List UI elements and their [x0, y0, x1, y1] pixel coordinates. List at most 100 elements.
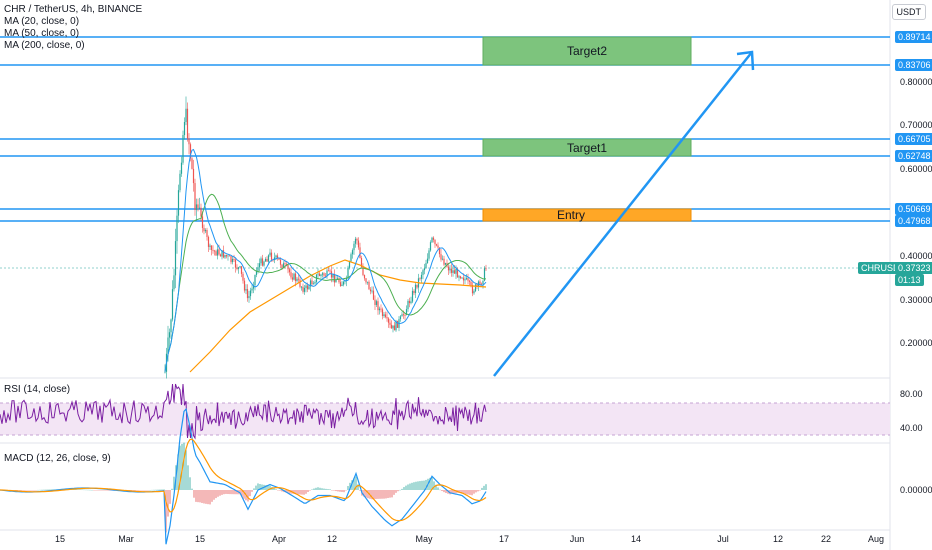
candle-body	[389, 322, 391, 325]
macd-bar	[167, 490, 169, 517]
time-tick: Jun	[569, 534, 585, 544]
price-level-66705[interactable]: 0.66705	[895, 133, 932, 145]
candle-body	[282, 263, 285, 268]
macd-bar	[431, 477, 433, 490]
chart-legend: CHR / TetherUS, 4h, BINANCE MA (20, clos…	[4, 4, 142, 52]
macd-bar	[17, 490, 19, 491]
macd-bar	[413, 482, 415, 490]
macd-bar	[79, 489, 81, 490]
candle-body	[366, 281, 369, 283]
candle-body	[320, 274, 322, 277]
zone-entry[interactable]: Entry	[482, 208, 692, 222]
candle-body	[326, 270, 328, 277]
candle-body	[287, 264, 289, 270]
rsi-tick-80: 80.00	[900, 389, 923, 399]
candle-body	[375, 301, 378, 305]
candle-body	[260, 258, 262, 264]
candle-body	[452, 270, 454, 273]
candle-body	[480, 283, 483, 285]
candle-body	[482, 280, 484, 285]
macd-bar	[103, 490, 105, 491]
macd-bar	[183, 442, 185, 490]
macd-bar	[385, 490, 387, 499]
macd-bar	[217, 490, 219, 497]
macd-bar	[441, 490, 443, 492]
ma20-line	[164, 148, 487, 372]
candle-body	[284, 263, 286, 265]
projection-arrow[interactable]	[493, 50, 755, 377]
candle-body	[309, 280, 312, 287]
candle-body	[329, 270, 331, 272]
macd-bar	[45, 489, 47, 491]
candle-body	[440, 254, 442, 260]
macd-bar	[293, 490, 295, 494]
candle-body	[228, 255, 231, 257]
macd-bar	[479, 490, 481, 491]
candle-body	[435, 244, 438, 246]
candle-body	[354, 238, 357, 244]
macd-bar	[213, 490, 215, 500]
zone-target2[interactable]: Target2	[482, 36, 692, 66]
symbol-title[interactable]: CHR / TetherUS, 4h, BINANCE	[4, 4, 143, 15]
macd-bar	[193, 490, 195, 498]
price-level-83706[interactable]: 0.83706	[895, 59, 932, 71]
candle-body	[443, 258, 445, 265]
candle-body	[323, 273, 325, 276]
zone-entry-label: Entry	[557, 208, 585, 222]
candle-body	[432, 237, 435, 240]
level-lines[interactable]	[0, 36, 890, 222]
currency-selector[interactable]: USDT	[891, 4, 926, 20]
price-level-47968[interactable]: 0.47968	[895, 215, 932, 227]
macd-legend[interactable]: MACD (12, 26, close, 9)	[4, 453, 111, 464]
macd-bar	[273, 488, 275, 490]
macd-bar	[165, 490, 167, 533]
candle-body	[483, 268, 486, 281]
macd-bar	[133, 490, 135, 491]
macd-bar	[241, 490, 243, 497]
price-level-62748[interactable]: 0.62748	[895, 150, 932, 162]
macd-bar	[389, 490, 391, 498]
macd-bar	[107, 490, 109, 491]
zone-target1[interactable]: Target1	[482, 138, 692, 157]
candle-body	[230, 256, 232, 263]
candle-body	[377, 301, 379, 311]
macd-bar	[179, 445, 181, 490]
candle-body	[453, 270, 456, 274]
price-level-89714[interactable]: 0.89714	[895, 31, 932, 43]
candle-body	[402, 314, 405, 316]
candle-body	[194, 183, 196, 211]
price-level-50669[interactable]: 0.50669	[895, 203, 932, 215]
candle-body	[176, 215, 178, 242]
macd-bar	[401, 488, 403, 490]
macd-signal-line	[0, 438, 487, 522]
rsi-legend[interactable]: RSI (14, close)	[4, 384, 71, 395]
ma20-legend[interactable]: MA (20, close, 0)	[4, 16, 80, 27]
ma50-legend[interactable]: MA (50, close, 0)	[4, 28, 80, 39]
candle-body	[468, 280, 471, 282]
macd-bar	[391, 490, 393, 498]
candle-body	[248, 296, 250, 299]
candle-body	[225, 254, 228, 257]
candle-body	[276, 255, 279, 259]
ma200-legend[interactable]: MA (200, close, 0)	[4, 40, 85, 51]
macd-bar	[343, 490, 345, 493]
macd-bar	[231, 490, 233, 495]
candle-body	[351, 250, 354, 255]
macd-bar	[317, 487, 319, 490]
candle-body	[209, 245, 211, 247]
candle-body	[350, 254, 352, 262]
macd-bar	[73, 489, 75, 490]
candle-body	[413, 290, 415, 294]
macd-bar	[371, 490, 373, 500]
macd-bar	[135, 490, 137, 491]
candle-body	[254, 274, 256, 286]
macd-bar	[151, 489, 153, 491]
current-price-tag[interactable]: 0.37323	[895, 262, 932, 274]
macd-bar	[375, 490, 377, 499]
candle-body	[363, 275, 366, 279]
candle-body	[197, 204, 199, 208]
candle-body	[213, 250, 216, 252]
candle-body	[428, 250, 430, 259]
macd-bar	[253, 488, 255, 490]
